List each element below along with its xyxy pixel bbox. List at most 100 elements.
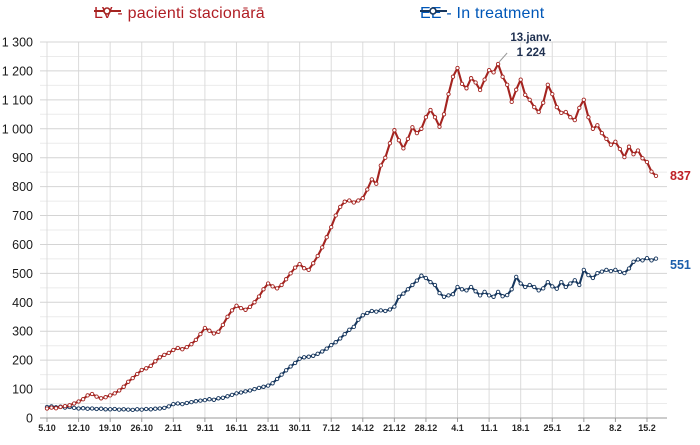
data-point-marker: [550, 284, 555, 289]
data-point-marker: [207, 328, 212, 333]
data-point-marker: [80, 406, 86, 411]
data-point-marker: [85, 393, 90, 398]
data-point-marker: [590, 126, 596, 131]
data-point-marker: [153, 406, 158, 411]
data-point-marker: [378, 308, 383, 313]
data-point-marker: [112, 391, 117, 396]
data-point-marker: [243, 389, 248, 394]
data-point-marker: [464, 288, 469, 293]
data-point-marker: [428, 279, 433, 285]
y-tick-label: 500: [12, 267, 33, 281]
data-point-marker: [157, 355, 162, 360]
x-tick-label: 23.11: [257, 423, 279, 433]
x-tick-label: 25.1: [543, 423, 561, 433]
data-point-marker: [446, 293, 451, 298]
data-point-marker: [234, 391, 239, 396]
data-point-marker: [333, 213, 338, 218]
peak-annotation-date: 13.janv.: [510, 32, 552, 44]
data-point-marker: [135, 371, 140, 377]
data-point-marker: [53, 406, 59, 411]
data-point-marker: [71, 401, 77, 406]
data-point-marker: [121, 407, 126, 412]
data-point-marker: [180, 401, 185, 407]
data-point-marker: [586, 115, 591, 120]
data-point-marker: [279, 372, 284, 377]
data-point-marker: [405, 287, 411, 292]
data-point-marker: [356, 317, 361, 322]
data-point-marker: [464, 86, 469, 91]
series-lv: [44, 61, 659, 411]
data-point-marker: [94, 394, 99, 399]
data-point-marker: [635, 257, 641, 262]
data-point-marker: [292, 265, 298, 270]
data-point-marker: [477, 87, 483, 93]
x-tick-label: 11.1: [481, 423, 498, 433]
data-point-marker: [378, 163, 383, 168]
data-point-marker: [80, 397, 86, 402]
data-point-marker: [527, 282, 532, 288]
data-point-marker: [365, 310, 370, 316]
data-point-marker: [338, 336, 343, 341]
data-point-marker: [175, 345, 180, 351]
x-tick-label: 21.12: [383, 423, 406, 433]
data-point-marker: [108, 407, 113, 412]
peak-annotation-value: 1 224: [516, 47, 546, 59]
data-point-marker: [338, 204, 343, 210]
data-point-marker: [441, 112, 447, 117]
data-point-marker: [117, 388, 122, 393]
data-point-marker: [450, 74, 456, 79]
x-tick-label: 8.2: [609, 423, 622, 433]
ee-end-value-label: 551: [670, 258, 691, 272]
data-point-marker: [311, 261, 316, 266]
data-point-marker: [117, 407, 122, 412]
data-point-marker: [229, 308, 235, 313]
data-point-marker: [342, 199, 347, 204]
data-point-marker: [306, 354, 311, 359]
data-point-marker: [198, 398, 203, 403]
y-tick-label: 1 100: [2, 93, 33, 107]
data-point-marker: [437, 290, 442, 296]
data-point-marker: [541, 286, 546, 291]
data-point-marker: [410, 282, 415, 288]
data-point-marker: [333, 340, 338, 345]
x-tick-label: 19.10: [99, 423, 122, 433]
data-point-marker: [595, 123, 600, 128]
data-point-marker: [586, 272, 591, 278]
series-ee: [44, 255, 659, 413]
data-point-marker: [568, 281, 573, 286]
data-point-marker: [405, 136, 411, 142]
data-point-marker: [360, 196, 365, 201]
data-point-marker: [369, 308, 374, 314]
data-point-marker: [98, 406, 104, 411]
data-point-marker: [283, 277, 289, 282]
data-point-marker: [446, 91, 451, 97]
data-point-marker: [265, 281, 271, 286]
data-point-marker: [157, 406, 162, 411]
data-point-marker: [396, 294, 402, 299]
data-point-marker: [44, 406, 50, 411]
data-point-marker: [98, 396, 104, 401]
data-point-marker: [288, 364, 293, 369]
data-point-marker: [527, 97, 532, 102]
data-point-marker: [514, 274, 519, 280]
data-point-marker: [144, 406, 149, 412]
data-point-marker: [301, 355, 307, 360]
data-point-marker: [288, 271, 293, 276]
y-tick-label: 700: [12, 209, 33, 223]
data-point-marker: [225, 314, 230, 319]
data-point-marker: [189, 399, 194, 405]
gridlines: [40, 41, 667, 418]
y-tick-label: 800: [12, 180, 33, 194]
data-point-marker: [220, 322, 226, 328]
data-point-marker: [541, 100, 546, 105]
data-point-marker: [58, 404, 63, 410]
data-point-marker: [559, 110, 564, 116]
data-point-marker: [148, 363, 153, 369]
data-point-marker: [473, 289, 478, 294]
x-tick-label: 1.2: [578, 423, 591, 433]
data-point-marker: [387, 307, 393, 312]
data-point-marker: [144, 366, 149, 371]
x-axis: [40, 417, 667, 422]
data-point-marker: [383, 155, 388, 160]
